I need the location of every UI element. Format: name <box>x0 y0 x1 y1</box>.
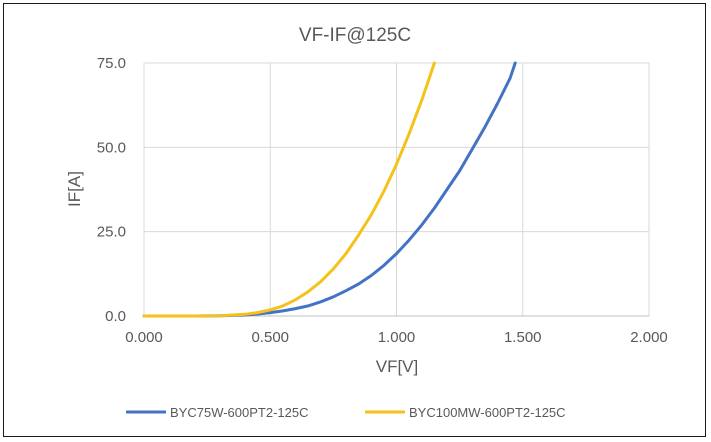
x-tick-label: 1.500 <box>504 329 542 346</box>
x-tick-label: 0.500 <box>251 329 289 346</box>
legend: BYC75W-600PT2-125C BYC100MW-600PT2-125C <box>126 405 566 420</box>
legend-label: BYC75W-600PT2-125C <box>170 405 309 420</box>
tick-labels: 0.000 0.500 1.000 1.500 2.000 0.0 25.0 50.0 75.0 <box>97 55 668 346</box>
chart-title: VF-IF@125C <box>299 25 411 46</box>
series-line-2 <box>142 61 436 318</box>
x-tick-label: 2.000 <box>630 329 668 346</box>
series-line-1 <box>142 61 517 318</box>
y-tick-label: 50.0 <box>97 139 126 156</box>
y-tick-label: 25.0 <box>97 224 126 241</box>
legend-label: BYC100MW-600PT2-125C <box>409 405 566 420</box>
series-lines <box>142 61 517 318</box>
chart-frame <box>3 3 706 437</box>
grid-lines <box>143 62 650 317</box>
x-tick-label: 1.000 <box>378 329 416 346</box>
x-tick-label: 0.000 <box>125 329 163 346</box>
y-tick-label: 0.0 <box>105 308 126 325</box>
y-tick-label: 75.0 <box>97 55 126 72</box>
x-axis-title: VF[V] <box>376 357 419 376</box>
y-axis-title: IF[A] <box>65 171 84 207</box>
